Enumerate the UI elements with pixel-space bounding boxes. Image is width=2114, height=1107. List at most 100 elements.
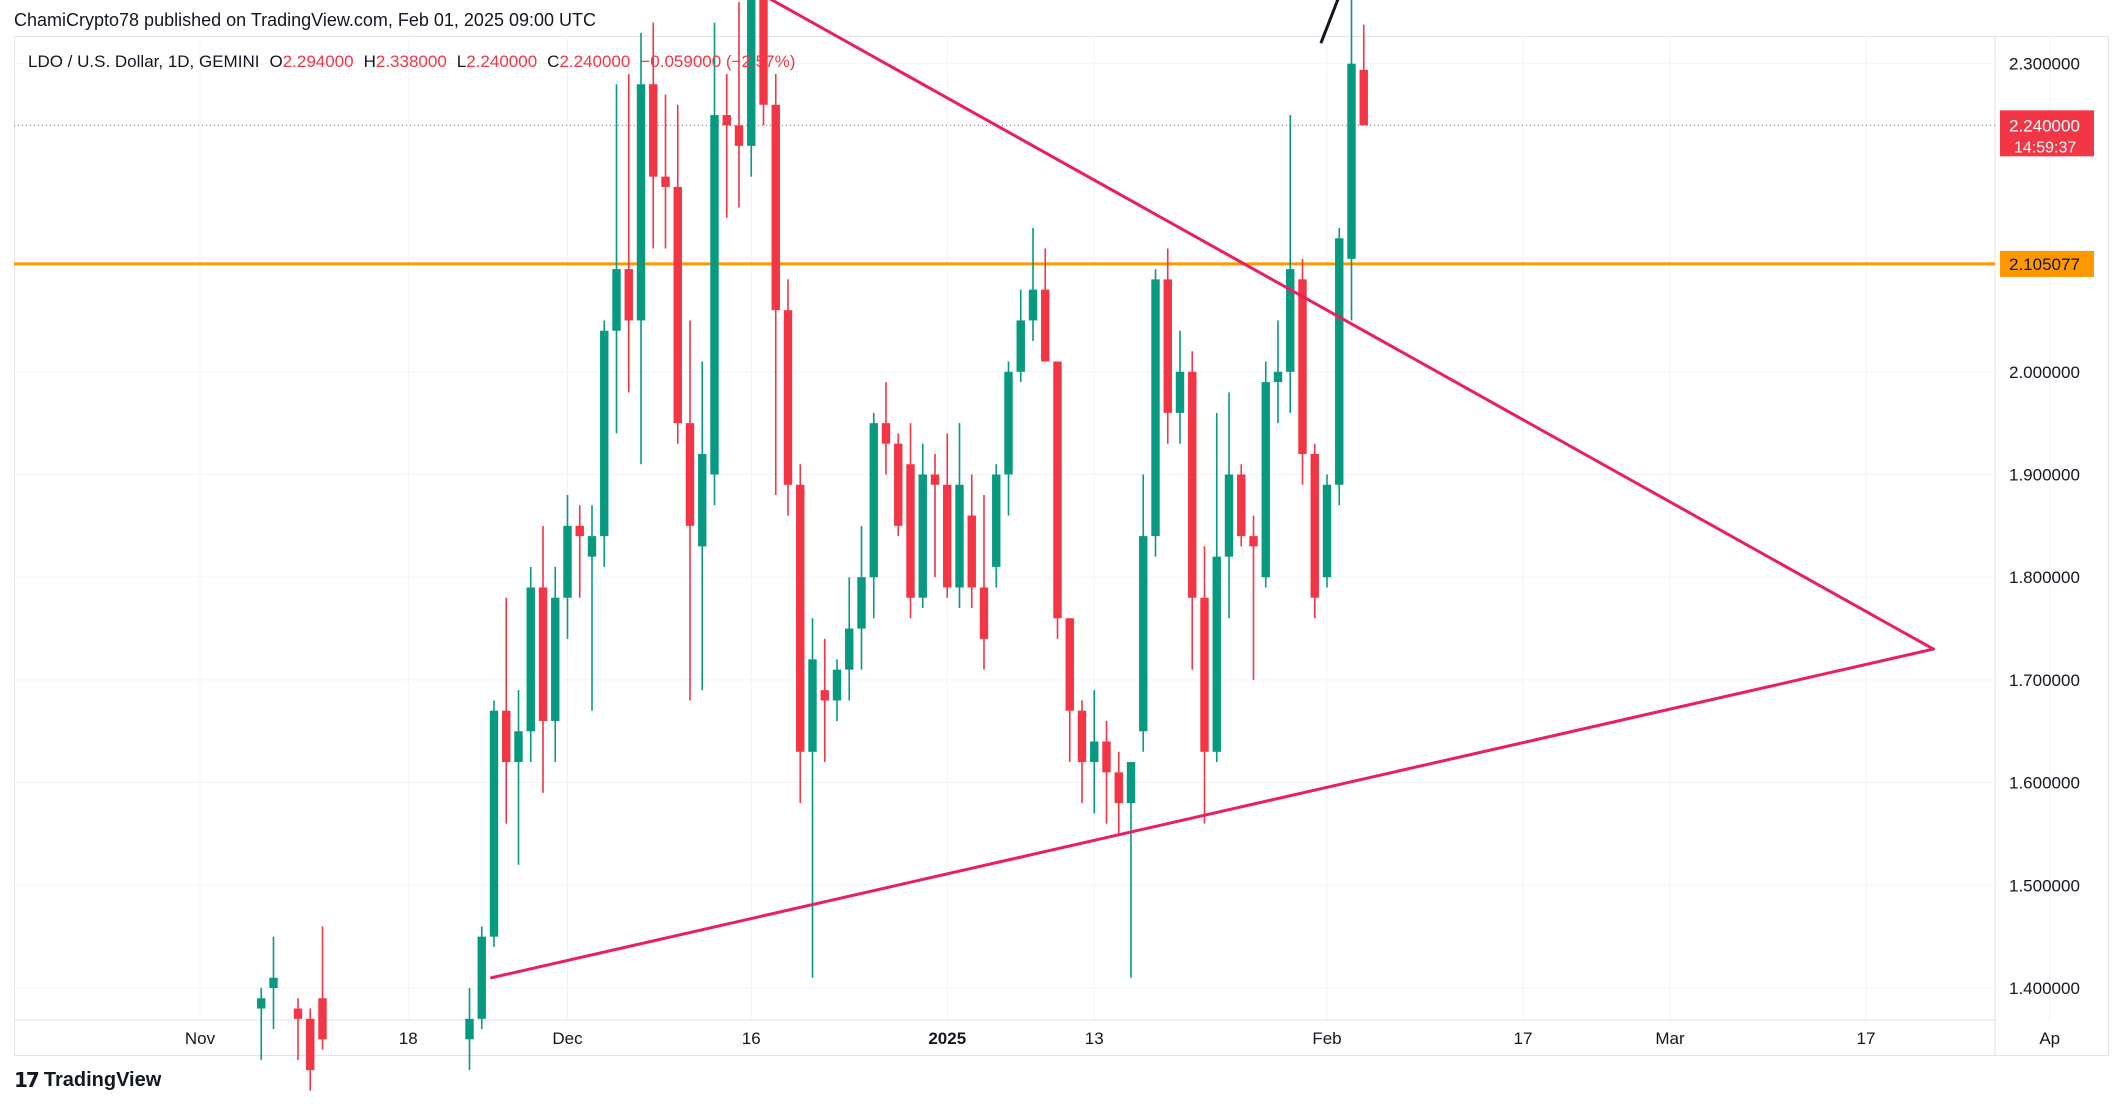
countdown-label: 14:59:37	[2014, 139, 2076, 156]
candle-body	[1359, 69, 1368, 126]
time-tick-label: Feb	[1312, 1029, 1341, 1048]
price-tick-label: 1.700000	[2009, 671, 2080, 690]
legend-high-value: 2.338000	[375, 52, 447, 71]
candle-body	[1053, 361, 1062, 619]
legend-open-label: O	[269, 52, 283, 71]
candle-body	[1310, 453, 1319, 598]
candle-body	[1077, 710, 1087, 763]
price-tick-label: 1.600000	[2009, 774, 2080, 793]
candle-body	[820, 690, 829, 701]
candle-body	[1028, 289, 1038, 321]
candle-body	[649, 84, 658, 177]
candle-body	[857, 577, 866, 629]
candle-body	[845, 628, 854, 670]
candle-body	[587, 536, 597, 557]
candle-body	[747, 0, 756, 146]
price-tick-label: 2.300000	[2009, 55, 2080, 74]
candle-body	[502, 710, 511, 763]
candle-body	[575, 525, 584, 537]
legend-low-label: L	[456, 52, 467, 71]
time-tick-label: 16	[742, 1029, 761, 1048]
time-tick-label: Dec	[552, 1029, 583, 1048]
candle-body	[257, 998, 266, 1009]
candle-body	[783, 310, 793, 485]
candle-body	[1139, 536, 1148, 732]
triangle-upper-trendline	[768, 0, 1935, 651]
symbol-legend: LDO / U.S. Dollar, 1D, GEMINI O2.294000 H2…	[28, 52, 795, 72]
candle-body	[636, 84, 646, 321]
time-tick-label: 2025	[928, 1029, 966, 1048]
candle-body	[1249, 536, 1258, 547]
candle-body	[1261, 382, 1270, 578]
price-tick-label: 2.000000	[2009, 363, 2080, 382]
level-price-badge	[2000, 250, 2094, 277]
candle-body	[1188, 371, 1197, 598]
candle-body	[538, 587, 548, 721]
candle-body	[673, 186, 682, 424]
legend-close-label: C	[547, 52, 560, 71]
candle-body	[526, 587, 535, 732]
projection-path	[1319, 0, 1340, 44]
candle-body	[722, 115, 731, 126]
legend-close-value: 2.240000	[559, 52, 631, 71]
candle-body	[1273, 371, 1283, 383]
candle-body	[465, 1018, 474, 1040]
candle-body	[832, 669, 842, 701]
candle-body	[955, 484, 964, 588]
candle-body	[1200, 597, 1209, 752]
candle-body	[710, 115, 719, 475]
legend-open-value: 2.294000	[282, 52, 354, 71]
candle-body	[1335, 238, 1344, 485]
candle-body	[1126, 762, 1136, 804]
candle-body	[563, 525, 572, 598]
tradingview-logo-icon: 17	[14, 1068, 40, 1092]
candle-body	[551, 597, 560, 721]
candle-body	[306, 1018, 315, 1071]
legend-symbol: LDO / U.S. Dollar, 1D, GEMINI	[28, 52, 260, 71]
candle-body	[1151, 279, 1160, 537]
time-tick-label: Ap	[2039, 1029, 2060, 1048]
legend-high-label: H	[363, 52, 376, 71]
candle-body	[1102, 741, 1111, 773]
candle-body	[1298, 279, 1307, 454]
triangle-lower-trendline	[490, 647, 1935, 980]
chart-area[interactable]	[14, 36, 2109, 1056]
candle-body	[869, 423, 878, 578]
candle-body	[514, 731, 523, 763]
candle-body	[698, 453, 707, 547]
candle-body	[318, 998, 327, 1040]
price-tick-label: 1.500000	[2009, 876, 2080, 895]
time-tick-label: Mar	[1655, 1029, 1685, 1048]
candle-body	[624, 269, 633, 321]
legend-low-value: 2.240000	[466, 52, 538, 71]
level-price-label: 2.105077	[2009, 255, 2080, 274]
legend-change: −0.059000 (−2.57%)	[640, 52, 796, 71]
candle-body	[1237, 474, 1246, 537]
candle-body	[808, 659, 817, 752]
attribution-text: ChamiCrypto78 published on TradingView.c…	[14, 10, 597, 30]
candle-body	[918, 474, 927, 598]
candle-body	[685, 423, 695, 526]
candle-body	[269, 977, 278, 988]
candle-body	[293, 1008, 303, 1019]
candle-body	[881, 423, 891, 444]
candle-body	[1090, 741, 1099, 763]
time-tick-label: Nov	[185, 1029, 216, 1048]
time-tick-label: 18	[399, 1029, 418, 1048]
candle-body	[759, 0, 768, 105]
candle-body	[1016, 320, 1025, 372]
candle-body	[600, 330, 609, 537]
candle-body	[489, 710, 499, 937]
candle-body	[1114, 772, 1123, 804]
candle-body	[1041, 289, 1050, 362]
time-tick-label: 13	[1085, 1029, 1104, 1048]
candle-body	[930, 474, 940, 485]
candle-body	[734, 125, 744, 146]
tradingview-logo[interactable]: 17 TradingView	[14, 1068, 161, 1092]
candle-body	[894, 443, 903, 526]
time-tick-label: 17	[1857, 1029, 1876, 1048]
candle-body	[979, 587, 989, 639]
current-price-label: 2.240000	[2009, 116, 2080, 135]
